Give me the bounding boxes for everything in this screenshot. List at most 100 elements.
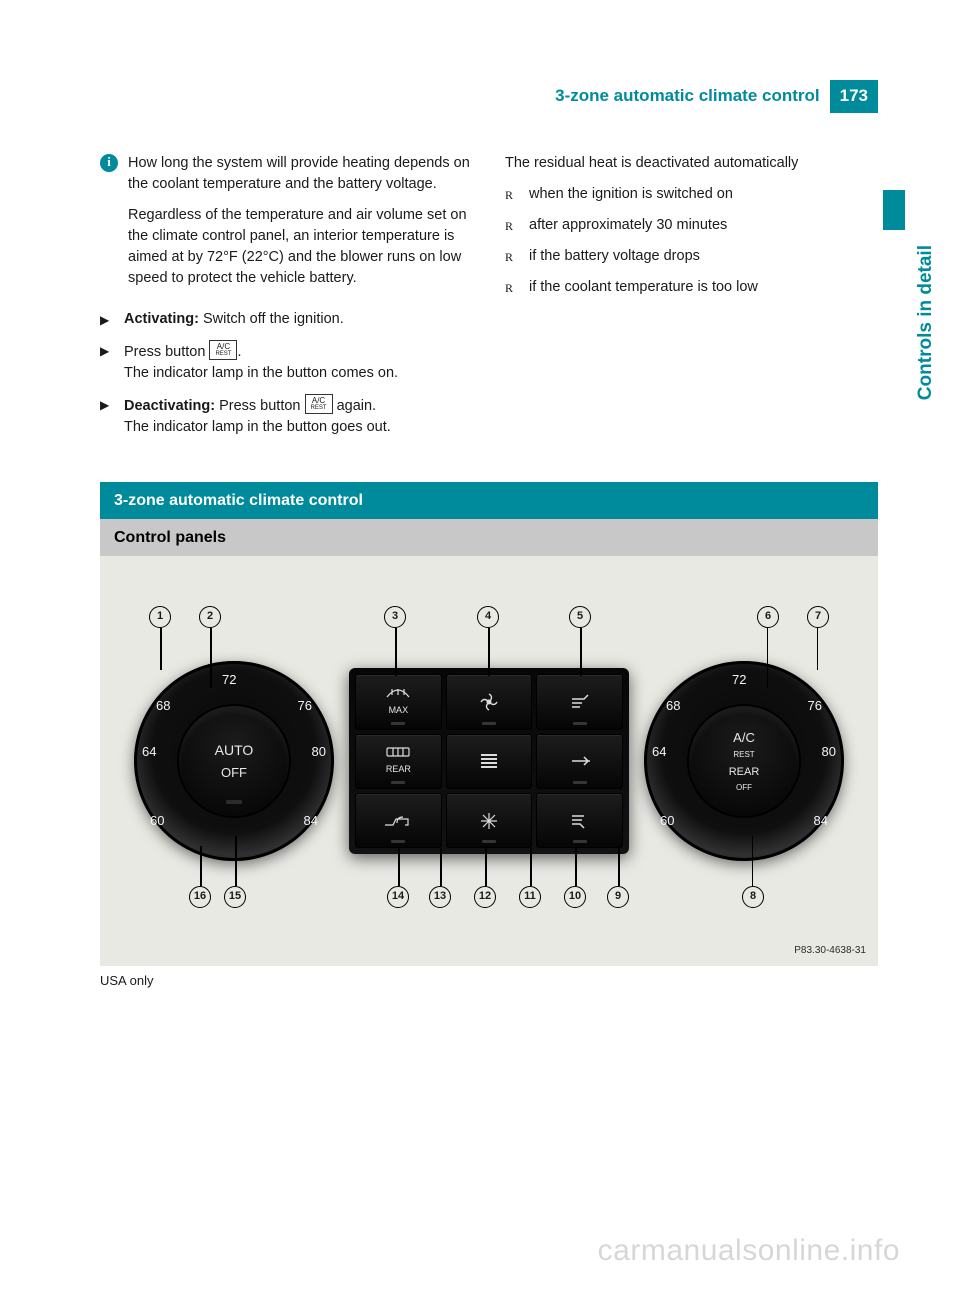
dial-left-top: AUTO bbox=[215, 740, 254, 760]
ac-rest-button-icon: A/CREST bbox=[209, 340, 237, 360]
dial-tick: 64 bbox=[142, 743, 156, 762]
callout-2: 2 bbox=[199, 606, 221, 628]
watermark: carmanualsonline.info bbox=[598, 1229, 900, 1273]
callout-line bbox=[200, 846, 202, 886]
btn-ac-top: A/C bbox=[312, 396, 325, 405]
step-arrow-icon: ▶ bbox=[100, 343, 114, 384]
step3-line2: The indicator lamp in the button goes ou… bbox=[124, 417, 391, 438]
side-section-label: Controls in detail bbox=[912, 245, 940, 400]
dial-right-sub: REAR bbox=[729, 765, 760, 781]
info-text-2: Regardless of the temperature and air vo… bbox=[128, 205, 473, 289]
right-intro: The residual heat is deactivated automat… bbox=[505, 153, 878, 174]
btn-ac-top: A/C bbox=[217, 342, 230, 351]
indicator-led bbox=[573, 781, 587, 784]
center-button-grid: MAX REAR bbox=[349, 668, 629, 854]
r-bullet-icon: R bbox=[505, 280, 519, 298]
bullet-item: R if the coolant temperature is too low bbox=[505, 277, 878, 298]
dial-tick: 72 bbox=[222, 671, 236, 690]
dial-tick: 64 bbox=[652, 743, 666, 762]
step-arrow-icon: ▶ bbox=[100, 312, 114, 330]
callout-line bbox=[580, 628, 582, 676]
info-icon: i bbox=[100, 154, 118, 172]
callout-5: 5 bbox=[569, 606, 591, 628]
air-level-button bbox=[446, 734, 533, 789]
step2-pre: Press button bbox=[124, 344, 209, 360]
bullet-text: if the battery voltage drops bbox=[529, 246, 700, 267]
step-press-button: ▶ Press button A/CREST. The indicator la… bbox=[100, 340, 473, 384]
dial-right-top: A/C bbox=[733, 729, 755, 748]
bullet-item: R when the ignition is switched on bbox=[505, 184, 878, 205]
callout-line bbox=[235, 836, 237, 886]
dial-tick: 68 bbox=[156, 697, 170, 716]
right-temperature-dial: A/C REST REAR OFF 60 64 68 72 76 80 84 bbox=[644, 661, 844, 861]
side-tab bbox=[883, 190, 905, 230]
bullet-text: if the coolant temperature is too low bbox=[529, 277, 758, 298]
recirculation-button bbox=[355, 793, 442, 848]
indicator-led bbox=[482, 840, 496, 843]
indicator-led bbox=[391, 722, 405, 725]
left-column: i How long the system will provide heati… bbox=[100, 153, 473, 448]
callout-line bbox=[618, 848, 620, 886]
callout-3: 3 bbox=[384, 606, 406, 628]
bullet-text: after approximately 30 minutes bbox=[529, 215, 727, 236]
rear-defrost-button: REAR bbox=[355, 734, 442, 789]
dial-tick: 84 bbox=[814, 812, 828, 831]
step1-label: Activating: bbox=[124, 311, 199, 327]
callout-6: 6 bbox=[757, 606, 779, 628]
callout-line bbox=[752, 836, 754, 886]
dial-tick: 80 bbox=[312, 743, 326, 762]
callout-1: 1 bbox=[149, 606, 171, 628]
step-activating: ▶ Activating: Switch off the ignition. bbox=[100, 309, 473, 330]
callout-line bbox=[485, 848, 487, 886]
dial-tick: 68 bbox=[666, 697, 680, 716]
indicator-led bbox=[482, 722, 496, 725]
left-temperature-dial: AUTO OFF 60 64 68 72 76 80 84 bbox=[134, 661, 334, 861]
indicator-led bbox=[391, 840, 405, 843]
indicator-led bbox=[226, 800, 242, 804]
callout-10: 10 bbox=[564, 886, 586, 908]
dial-left-bottom: OFF bbox=[221, 764, 247, 783]
callout-line bbox=[488, 628, 490, 676]
dial-right-bottom: OFF bbox=[736, 782, 752, 794]
figure-id: P83.30-4638-31 bbox=[794, 944, 866, 959]
step3-label: Deactivating: bbox=[124, 398, 215, 414]
r-bullet-icon: R bbox=[505, 218, 519, 236]
max-label: MAX bbox=[385, 704, 411, 717]
callout-line bbox=[210, 628, 212, 688]
air-upper-button bbox=[536, 674, 623, 729]
callout-11: 11 bbox=[519, 886, 541, 908]
callout-line bbox=[530, 848, 532, 886]
dial-tick: 76 bbox=[298, 697, 312, 716]
page-number: 173 bbox=[830, 80, 878, 113]
indicator-led bbox=[573, 840, 587, 843]
ac-snowflake-button bbox=[446, 793, 533, 848]
page-header: 3-zone automatic climate control 173 bbox=[100, 80, 878, 113]
step1-text: Switch off the ignition. bbox=[199, 311, 344, 327]
section-heading: 3-zone automatic climate control bbox=[100, 482, 878, 519]
callout-line bbox=[817, 628, 819, 670]
figure-caption: USA only bbox=[100, 972, 878, 991]
air-mid-button bbox=[536, 734, 623, 789]
header-title: 3-zone automatic climate control bbox=[555, 84, 830, 109]
callout-14: 14 bbox=[387, 886, 409, 908]
right-column: The residual heat is deactivated automat… bbox=[505, 153, 878, 448]
callout-12: 12 bbox=[474, 886, 496, 908]
btn-ac-sub: REST bbox=[215, 351, 231, 357]
callout-4: 4 bbox=[477, 606, 499, 628]
btn-ac-sub: REST bbox=[311, 405, 327, 411]
step3-mid: Press button bbox=[215, 398, 304, 414]
r-bullet-icon: R bbox=[505, 249, 519, 267]
r-bullet-icon: R bbox=[505, 187, 519, 205]
step2-line2: The indicator lamp in the button comes o… bbox=[124, 363, 398, 384]
subsection-heading: Control panels bbox=[100, 519, 878, 556]
callout-line bbox=[440, 848, 442, 886]
info-text-1: How long the system will provide heating… bbox=[128, 153, 473, 195]
dial-right-mid: REST bbox=[733, 749, 754, 761]
callout-line bbox=[395, 628, 397, 676]
indicator-led bbox=[573, 722, 587, 725]
ac-rest-button-icon: A/CREST bbox=[305, 394, 333, 414]
callout-16: 16 bbox=[189, 886, 211, 908]
dial-tick: 60 bbox=[660, 812, 674, 831]
fan-button bbox=[446, 674, 533, 729]
callout-9: 9 bbox=[607, 886, 629, 908]
